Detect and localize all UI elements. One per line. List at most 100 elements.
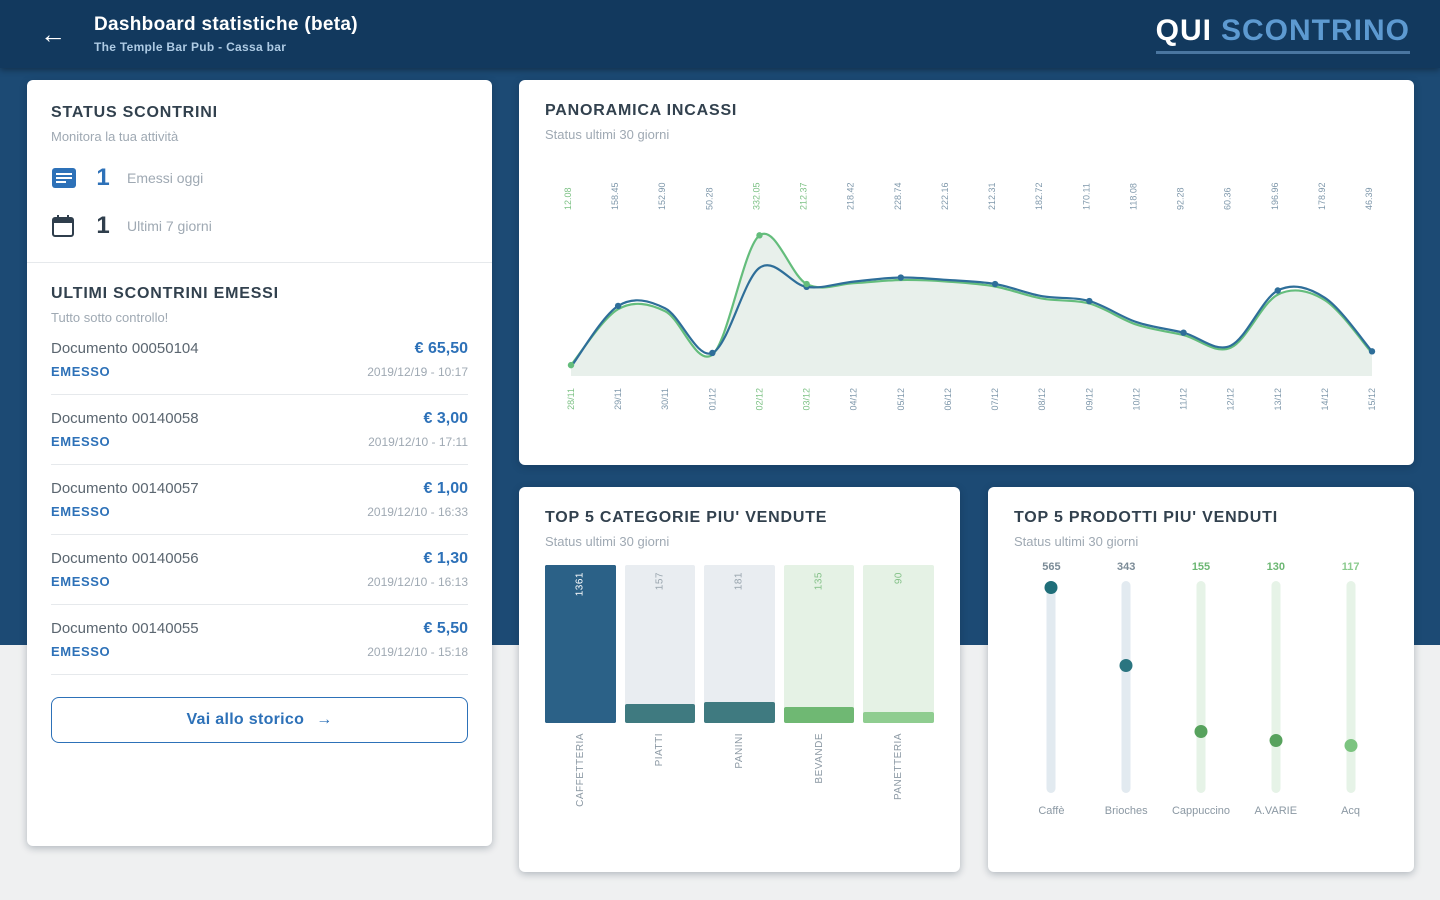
svg-text:50.28: 50.28 [704,187,714,210]
bar-value-label: 1361 [574,572,586,597]
top-prodotti-card: TOP 5 PRODOTTI PIU' VENDUTI Status ultim… [988,487,1414,872]
document-date: 2019/12/10 - 16:33 [367,505,468,519]
product-lollipop: 130 A.VARIE [1238,561,1313,817]
receipt-row[interactable]: Documento 00050104 EMESSO € 65,50 2019/1… [51,325,468,395]
status-receipts-card: STATUS SCONTRINI Monitora la tua attivit… [27,80,492,846]
document-price: € 3,00 [423,410,468,427]
receipt-row[interactable]: Documento 00140057 EMESSO € 1,00 2019/12… [51,465,468,535]
prodotti-title: TOP 5 PRODOTTI PIU' VENDUTI [1014,509,1278,526]
svg-text:212.31: 212.31 [987,182,997,210]
lollipop-product-label: Acq [1341,805,1361,817]
ultimi-7-giorni-label: Ultimi 7 giorni [127,218,212,234]
page-subtitle: The Temple Bar Pub - Cassa bar [94,40,287,54]
categorie-subtitle: Status ultimi 30 giorni [545,534,670,549]
svg-text:222.16: 222.16 [940,182,950,210]
svg-text:182.72: 182.72 [1034,182,1044,210]
svg-text:228.74: 228.74 [893,182,903,210]
lollipop-dot [1269,734,1283,747]
status-badge: EMESSO [51,644,111,659]
app-logo: QUI SCONTRINO [1155,14,1410,54]
svg-text:03/12: 03/12 [802,388,812,411]
document-date: 2019/12/10 - 17:11 [368,435,468,449]
header-titles: Dashboard statistiche (beta) The Temple … [94,14,358,54]
product-lollipop: 565 Caffè [1014,561,1089,817]
lollipop-dot [1194,725,1208,738]
receipt-row[interactable]: Documento 00140055 EMESSO € 5,50 2019/12… [51,605,468,675]
document-price: € 65,50 [414,340,468,357]
svg-text:170.11: 170.11 [1081,183,1091,210]
category-bar: 135 BEVANDE [783,565,855,829]
bar-value-label: 181 [733,572,745,591]
svg-text:09/12: 09/12 [1084,388,1094,411]
bar-category-label: CAFFETTERIA [574,733,586,807]
lollipop-value-label: 343 [1117,561,1136,573]
svg-text:196.96: 196.96 [1270,182,1280,210]
bar-value-label: 157 [654,572,666,591]
lollipop-dot [1044,581,1058,594]
svg-text:08/12: 08/12 [1037,388,1047,411]
emessi-oggi-label: Emessi oggi [127,170,204,186]
lollipop-product-label: A.VARIE [1254,805,1298,817]
svg-text:10/12: 10/12 [1131,388,1141,411]
svg-text:60.36: 60.36 [1223,187,1233,210]
category-bar: 181 PANINI [704,565,775,829]
bar-value-label: 90 [893,572,905,585]
document-price: € 1,30 [423,550,468,567]
product-lollipop: 117 Acq [1313,561,1388,817]
document-date: 2019/12/19 - 10:17 [367,365,468,379]
history-button-label: Vai allo storico [186,711,305,728]
top-categorie-card: TOP 5 CATEGORIE PIU' VENDUTE Status ulti… [519,487,960,872]
lollipop-value-label: 117 [1341,561,1360,573]
svg-text:07/12: 07/12 [990,388,1000,411]
svg-text:46.39: 46.39 [1364,187,1374,210]
svg-text:118.08: 118.08 [1128,183,1138,210]
app-header: ← Dashboard statistiche (beta) The Templ… [0,0,1440,68]
svg-text:92.28: 92.28 [1176,187,1186,210]
document-price: € 5,50 [423,620,468,637]
svg-text:11/12: 11/12 [1179,388,1189,410]
section-divider [27,262,492,263]
svg-text:30/11: 30/11 [660,388,670,410]
lollipop-product-label: Brioches [1104,805,1148,817]
status-badge: EMESSO [51,434,111,449]
status-badge: EMESSO [51,574,111,589]
svg-text:13/12: 13/12 [1273,388,1283,411]
lollipop-dot [1119,659,1133,672]
receipt-row[interactable]: Documento 00140056 EMESSO € 1,30 2019/12… [51,535,468,605]
svg-text:218.42: 218.42 [846,182,856,210]
svg-text:12.08: 12.08 [563,187,573,210]
bar-category-label: PANINI [733,733,745,769]
incassi-line-chart: 12.08 158.45 152.90 50.28 332.05 212.37 218.42… [545,144,1388,444]
stat-row-ultimi-7-giorni: 1 Ultimi 7 giorni [51,212,468,240]
back-arrow-icon: ← [40,19,66,49]
categorie-bar-chart: 1361 CAFFETTERIA 157 PIATTI 181 PANINI 135 BEVA… [545,565,934,829]
document-name: Documento 00140056 [51,550,199,567]
svg-text:28/11: 28/11 [566,388,576,410]
arrow-right-icon: → [316,711,333,728]
svg-text:05/12: 05/12 [896,388,906,411]
bar-category-label: PIATTI [654,733,666,767]
category-bar: 157 PIATTI [624,565,696,829]
receipt-icon [51,166,81,190]
document-date: 2019/12/10 - 16:13 [367,575,468,589]
line-chart-svg: 12.08 158.45 152.90 50.28 332.05 212.37 218.42… [563,182,1377,411]
lollipop-value-label: 565 [1042,561,1061,573]
emessi-oggi-value: 1 [96,164,110,191]
svg-text:158.45: 158.45 [610,182,620,210]
product-lollipop: 155 Cappuccino [1164,561,1239,817]
document-name: Documento 00140057 [51,480,199,497]
logo-secondary: SCONTRINO [1221,14,1410,47]
stat-row-emessi-oggi: 1 Emessi oggi [51,164,468,192]
bar-category-label: BEVANDE [813,733,825,784]
history-button[interactable]: Vai allo storico → [51,697,468,743]
lollipop-product-label: Cappuccino [1171,805,1231,817]
back-button[interactable]: ← [34,20,72,48]
category-bar: 1361 CAFFETTERIA [545,565,616,829]
categorie-title: TOP 5 CATEGORIE PIU' VENDUTE [545,509,828,526]
receipt-row[interactable]: Documento 00140058 EMESSO € 3,00 2019/12… [51,395,468,465]
document-name: Documento 00140058 [51,410,199,427]
svg-text:178.92: 178.92 [1317,182,1327,210]
svg-text:15/12: 15/12 [1367,388,1377,411]
bar-category-label: PANETTERIA [893,733,905,801]
receipts-card-title: ULTIMI SCONTRINI EMESSI [51,285,279,302]
